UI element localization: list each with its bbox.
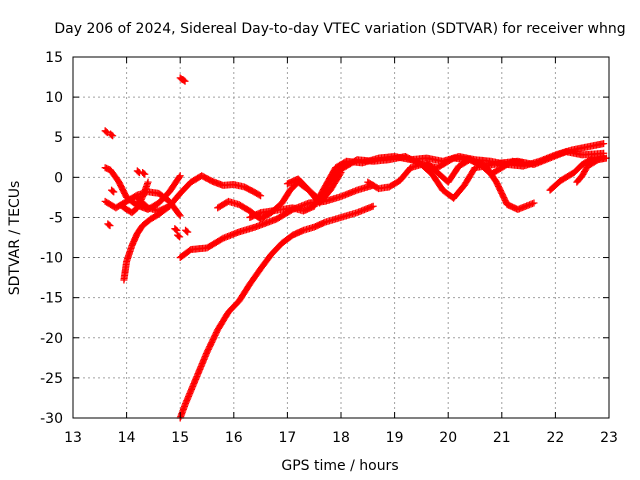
y-tick-label: -25 xyxy=(40,371,63,387)
x-tick-label: 13 xyxy=(64,430,82,446)
point-arc-n xyxy=(165,202,173,210)
point-arc-o xyxy=(181,77,189,85)
y-tick-label: 5 xyxy=(54,130,63,146)
point-arc-o xyxy=(180,76,188,84)
point-arc-j xyxy=(519,159,527,167)
y-axis-title: SDTVAR / TECUs xyxy=(7,181,23,296)
x-tick-label: 18 xyxy=(332,430,350,446)
x-tick-label: 15 xyxy=(171,430,189,446)
y-tick-label: -30 xyxy=(40,411,63,427)
x-tick-label: 17 xyxy=(278,430,296,446)
y-tick-label: -10 xyxy=(40,251,63,267)
point-arc-o xyxy=(184,228,192,236)
point-arc-o xyxy=(141,170,149,178)
point-arc-o xyxy=(176,233,184,241)
point-arc-a xyxy=(176,172,184,180)
point-arc-o xyxy=(172,226,180,234)
point-arc-o xyxy=(110,188,118,196)
x-tick-label: 22 xyxy=(546,430,564,446)
x-tick-label: 14 xyxy=(118,430,136,446)
point-arc-o xyxy=(106,222,114,230)
point-arc-g xyxy=(600,140,608,148)
x-tick-label: 20 xyxy=(439,430,457,446)
y-tick-label: 0 xyxy=(54,170,63,186)
point-arc-o xyxy=(102,128,110,136)
chart-title: Day 206 of 2024, Sidereal Day-to-day VTE… xyxy=(54,21,625,37)
point-arc-b xyxy=(175,211,183,219)
point-arc-o xyxy=(109,187,117,195)
x-tick-label: 16 xyxy=(225,430,243,446)
point-arc-a xyxy=(175,173,183,181)
point-arc-o xyxy=(140,169,148,177)
point-arc-o xyxy=(109,132,117,140)
point-arc-b xyxy=(176,212,184,220)
x-axis-title: GPS time / hours xyxy=(281,458,398,474)
point-arc-m xyxy=(144,178,152,186)
point-arc-c xyxy=(255,191,263,199)
y-tick-label: -5 xyxy=(49,210,63,226)
x-tick-label: 21 xyxy=(493,430,511,446)
point-arc-e xyxy=(369,202,377,210)
data-points xyxy=(101,74,610,422)
point-arc-o xyxy=(183,227,191,235)
y-tick-label: -20 xyxy=(40,331,63,347)
point-arc-o xyxy=(103,129,111,137)
x-tick-label: 23 xyxy=(600,430,618,446)
grid xyxy=(73,57,609,418)
point-arc-c xyxy=(257,192,265,200)
y-tick-label: 10 xyxy=(45,90,63,106)
point-arc-o xyxy=(105,221,113,229)
axes: 13 14 15 16 17 18 19 20 21 22 23 15 10 5 0 -5 -10 -15 -20 -… xyxy=(40,50,618,446)
point-arc-o xyxy=(175,232,183,240)
y-tick-label: -15 xyxy=(40,291,63,307)
x-tick-label: 19 xyxy=(386,430,404,446)
point-arc-i xyxy=(530,199,538,207)
point-arc-o xyxy=(108,131,116,139)
y-tick-label: 15 xyxy=(45,50,63,66)
